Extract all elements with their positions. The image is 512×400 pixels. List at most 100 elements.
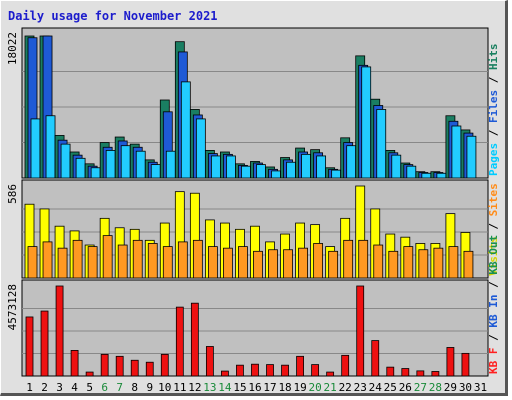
series-legend: Pages / Files / Hits bbox=[487, 44, 500, 177]
x-tick-label: 16 bbox=[248, 381, 261, 394]
pages-bar bbox=[331, 169, 342, 179]
x-tick-label: 13 bbox=[203, 381, 216, 394]
sites-bar bbox=[162, 246, 173, 279]
sites-bar bbox=[328, 250, 339, 279]
kbf-bar bbox=[341, 354, 350, 377]
pages-bar bbox=[466, 135, 477, 179]
sites-bar bbox=[313, 243, 324, 279]
sites-bar bbox=[177, 241, 188, 279]
series-legend: Visits / Sites bbox=[487, 183, 500, 276]
x-tick-label: 5 bbox=[86, 381, 93, 394]
x-tick-label: 27 bbox=[414, 381, 427, 394]
sites-bar bbox=[223, 247, 233, 279]
plot-background bbox=[21, 279, 489, 377]
x-tick-label: 12 bbox=[188, 381, 201, 394]
legend-entry: Pages bbox=[487, 143, 500, 176]
legend-entry: Sites bbox=[487, 183, 500, 216]
legend-entry: Files bbox=[487, 90, 500, 123]
x-tick-label: 15 bbox=[233, 381, 246, 394]
sites-bar bbox=[373, 244, 384, 279]
sites-bar bbox=[418, 249, 429, 279]
pages-bar bbox=[241, 165, 251, 179]
x-tick-label: 4 bbox=[71, 381, 78, 394]
sites-bar bbox=[42, 241, 53, 279]
pages-bar bbox=[346, 145, 357, 179]
x-tick-label: 30 bbox=[459, 381, 472, 394]
plot-background bbox=[21, 27, 489, 179]
legend-entry: / bbox=[487, 70, 500, 90]
x-tick-label: 6 bbox=[101, 381, 108, 394]
kbf-bar bbox=[446, 347, 455, 377]
kbf-bar bbox=[371, 340, 380, 377]
kbf-bar bbox=[326, 371, 335, 377]
kbf-bar bbox=[205, 346, 214, 377]
kbf-bar bbox=[296, 355, 304, 377]
x-tick-label: 10 bbox=[158, 381, 171, 394]
kbf-bar bbox=[25, 316, 34, 377]
pages-bar bbox=[421, 172, 432, 179]
sites-bar bbox=[57, 247, 68, 279]
kbf-bar bbox=[145, 361, 154, 377]
x-tick-label: 31 bbox=[474, 381, 487, 394]
sites-bar bbox=[117, 244, 128, 279]
x-axis: 1 2 3 4 5 6 7 8 9 10 11 12 13 14 15 16 17 18 19 20 21 22 23 24 2… bbox=[26, 381, 487, 394]
kbf-bar bbox=[281, 364, 289, 377]
panel-visits-sites: 586 Visits / Sites bbox=[6, 179, 500, 279]
sites-bar bbox=[147, 243, 158, 279]
x-tick-label: 28 bbox=[429, 381, 442, 394]
pages-bar bbox=[316, 155, 327, 179]
kbf-bar bbox=[356, 285, 365, 377]
x-tick-label: 24 bbox=[369, 381, 383, 394]
x-tick-label: 20 bbox=[309, 381, 322, 394]
y-tick-label: 4573128 bbox=[6, 284, 19, 330]
x-tick-label: 26 bbox=[399, 381, 412, 394]
kbf-bar bbox=[311, 364, 320, 377]
sites-bar bbox=[268, 249, 278, 279]
kbf-bar bbox=[160, 353, 169, 377]
pages-bar bbox=[105, 150, 116, 179]
pages-bar bbox=[451, 125, 462, 179]
pages-bar bbox=[30, 118, 41, 179]
kbf-bar bbox=[251, 363, 259, 377]
x-tick-label: 9 bbox=[146, 381, 153, 394]
legend-entry: / bbox=[487, 123, 500, 143]
kbf-bar bbox=[401, 368, 410, 377]
sites-bar bbox=[27, 246, 38, 279]
sites-bar bbox=[403, 246, 414, 279]
sites-bar bbox=[207, 246, 218, 279]
kbf-bar bbox=[55, 285, 64, 377]
legend-entry: KB Out bbox=[487, 235, 500, 275]
y-tick-label: 18022 bbox=[6, 32, 19, 65]
legend-entry: KB F bbox=[487, 348, 500, 375]
sites-bar bbox=[433, 247, 444, 279]
pages-bar bbox=[165, 150, 176, 179]
legend-entry: / bbox=[487, 216, 500, 236]
pages-bar bbox=[120, 145, 131, 179]
sites-bar bbox=[388, 250, 399, 279]
kbf-bar bbox=[40, 310, 49, 377]
sites-bar bbox=[87, 246, 98, 279]
pages-bar bbox=[90, 167, 101, 179]
y-tick-label: 586 bbox=[6, 184, 19, 204]
sites-bar bbox=[283, 249, 293, 279]
kbf-bar bbox=[461, 352, 470, 377]
kbf-bar bbox=[416, 370, 425, 377]
series-legend: KB F / KB In / KB Out bbox=[487, 235, 500, 374]
panel-pages-files-hits: 18022 Pages / Files / Hits bbox=[6, 27, 500, 179]
sites-bar bbox=[253, 250, 263, 279]
x-tick-label: 14 bbox=[218, 381, 232, 394]
kbf-bar bbox=[266, 364, 274, 377]
pages-bar bbox=[286, 161, 296, 179]
pages-bar bbox=[226, 155, 236, 179]
pages-bar bbox=[75, 157, 86, 179]
kbf-bar bbox=[115, 355, 124, 377]
x-tick-label: 8 bbox=[131, 381, 138, 394]
kbf-bar bbox=[190, 302, 199, 377]
pages-bar bbox=[195, 118, 206, 179]
x-tick-label: 17 bbox=[263, 381, 276, 394]
x-tick-label: 11 bbox=[173, 381, 186, 394]
sites-bar bbox=[298, 247, 308, 279]
sites-bar bbox=[132, 239, 143, 279]
pages-bar bbox=[45, 115, 56, 179]
